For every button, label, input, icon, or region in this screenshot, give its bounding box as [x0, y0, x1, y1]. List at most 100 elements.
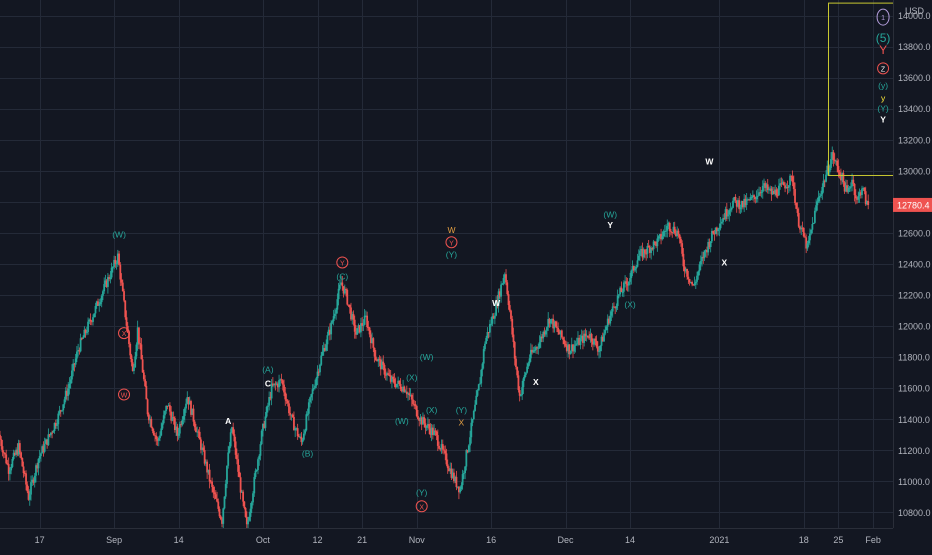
candle-body	[186, 397, 189, 404]
candle-body	[775, 189, 778, 196]
candle-body	[212, 486, 215, 493]
candle-body	[800, 227, 803, 230]
candle-body	[329, 329, 331, 335]
candle-body	[392, 376, 395, 379]
candle-body	[456, 486, 459, 488]
candle-body	[567, 344, 569, 351]
candle-body	[787, 185, 790, 188]
candle-body	[704, 250, 707, 252]
candle-body	[356, 328, 359, 335]
candle-body	[259, 444, 262, 456]
candle-body	[100, 295, 103, 303]
candle-body	[73, 363, 76, 365]
candle-body	[12, 452, 15, 459]
candle-body	[369, 334, 372, 344]
candle-body	[124, 300, 127, 318]
candle-body	[84, 329, 87, 334]
candle-body	[203, 450, 206, 464]
candle-body	[484, 343, 486, 350]
wave-label-text: X	[459, 417, 465, 427]
candle-body	[593, 338, 595, 345]
wave-label-ring	[336, 256, 349, 269]
candle-body	[595, 340, 598, 347]
candle-body	[324, 348, 326, 351]
candle-body	[746, 199, 749, 201]
candle-body	[363, 315, 366, 325]
candle-body	[485, 337, 488, 344]
wave-label-text: Z	[881, 66, 886, 73]
wave-label-text: (A)	[262, 365, 274, 375]
wave-label-text: X	[721, 257, 727, 267]
candle-body	[116, 253, 119, 264]
candle-body	[837, 166, 840, 173]
candle-body	[121, 282, 124, 292]
candle-body	[610, 311, 613, 316]
candle-body	[658, 234, 661, 237]
candle-body	[21, 458, 24, 467]
candle-body	[573, 345, 576, 352]
candle-body	[529, 349, 532, 359]
candle-body	[263, 423, 266, 428]
candle-body	[543, 331, 546, 335]
candle-body	[806, 243, 809, 249]
time-tick-label: Sep	[106, 535, 122, 545]
candle-body	[274, 383, 277, 385]
wave-label-text: (X)	[426, 405, 438, 415]
candle-body	[321, 351, 324, 356]
candle-body	[262, 423, 264, 431]
candle-body	[844, 185, 847, 192]
candle-body	[209, 481, 212, 483]
candle-body	[780, 183, 783, 185]
wave-label: (Y)	[877, 104, 889, 114]
candle-body	[482, 349, 485, 364]
time-tick-label: 14	[174, 535, 184, 545]
candle-body	[840, 174, 842, 181]
candle-body	[197, 431, 200, 433]
candle-body	[508, 305, 511, 311]
wave-label-text: Y	[607, 220, 613, 230]
candle-body	[503, 274, 506, 278]
wave-label: (X)	[426, 405, 438, 415]
candle-body	[278, 380, 280, 388]
candle-body	[191, 408, 194, 415]
candle-body	[828, 167, 831, 173]
candle-body	[252, 493, 254, 503]
candle-body	[103, 284, 106, 292]
candle-body	[355, 331, 357, 335]
wave-label-text: (Y)	[446, 250, 458, 260]
candle-body	[53, 422, 56, 432]
candle-body	[6, 463, 9, 465]
candle-body	[635, 266, 638, 269]
candle-body	[360, 323, 362, 333]
candle-body	[92, 317, 94, 322]
candle-body	[358, 325, 361, 333]
candle-body	[584, 333, 587, 337]
candle-body	[426, 424, 429, 426]
candle-body	[749, 197, 752, 201]
candle-body	[367, 327, 370, 329]
candle-body	[51, 432, 53, 434]
candle-body	[2, 452, 5, 454]
time-tick-label: Feb	[865, 535, 881, 545]
candle-body	[751, 195, 754, 198]
wave-label-text: (X)	[624, 299, 636, 309]
candle-body	[533, 350, 536, 352]
candle-body	[712, 231, 715, 234]
candle-body	[394, 383, 397, 388]
price-tick-label: 14000.0	[898, 11, 931, 21]
grid	[0, 0, 893, 528]
candle-body	[257, 459, 259, 470]
wave-label: (W)	[112, 229, 126, 239]
candle-body	[304, 430, 307, 434]
candle-body	[381, 361, 383, 370]
candle-body	[586, 335, 589, 338]
candle-body	[515, 358, 517, 367]
candle-body	[532, 350, 535, 353]
candle-body	[691, 281, 693, 285]
wave-label: Y	[336, 256, 349, 269]
time-tick-label: 2021	[709, 535, 729, 545]
candle-body	[634, 268, 636, 271]
candle-body	[572, 344, 574, 352]
